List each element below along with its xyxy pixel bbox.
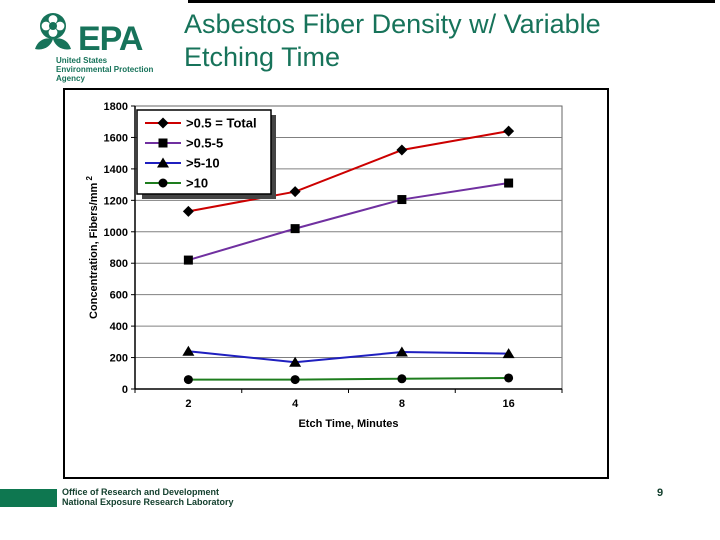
y-tick-label: 200 [110,353,128,365]
x-tick-label: 8 [399,398,405,410]
marker-diamond [396,144,408,156]
y-tick-label: 400 [110,321,128,333]
marker-triangle [289,356,302,367]
marker-diamond [157,117,169,129]
top-rule [188,0,715,3]
marker-triangle [395,346,408,357]
series-line [188,350,509,364]
tagline-line: Agency [56,74,85,83]
x-tick-label: 2 [185,398,191,410]
y-tick-label: 1400 [104,164,128,176]
legend-label: >5-10 [186,156,220,171]
series-2 [182,345,515,367]
marker-diamond [503,125,515,137]
y-tick-label: 600 [110,290,128,302]
y-tick-label: 800 [110,258,128,270]
footer-green-bar [0,489,57,507]
slide-title-line2: Etching Time [184,42,341,72]
marker-circle [158,178,168,188]
epa-logo: EPA United States Environmental Protecti… [30,12,180,83]
marker-square [397,195,407,205]
slide-title-line1: Asbestos Fiber Density w/ Variable [184,9,601,39]
x-axis-title: Etch Time, Minutes [298,418,398,430]
y-tick-label: 1800 [104,101,128,113]
footer-line1: Office of Research and Development [62,487,220,497]
marker-diamond [182,205,194,217]
marker-diamond [289,186,301,198]
line-chart: 0 200 400 600 800 1000 1200 1400 1600 1800 2 4 8 16 Et… [85,101,563,430]
legend-label: >10 [186,176,208,191]
series-0 [182,125,515,217]
marker-circle [290,375,300,385]
x-tick-label: 16 [503,398,515,410]
series-1 [183,178,514,265]
y-tick-label: 1600 [104,132,128,144]
marker-square [290,224,300,234]
y-tick-label: 1200 [104,195,128,207]
tagline-line: Environmental Protection [56,65,154,74]
marker-circle [183,375,193,385]
legend-label: >0.5-5 [186,136,223,151]
footer-text: Office of Research and Development Natio… [62,487,234,507]
epa-acronym: EPA [78,20,143,58]
marker-triangle [502,348,515,359]
x-tick-label: 4 [292,398,299,410]
marker-triangle [182,345,195,356]
marker-circle [397,374,407,384]
series-3 [183,373,514,385]
tagline-line: United States [56,56,108,65]
marker-square [158,138,168,148]
y-tick-label: 0 [122,384,128,396]
marker-circle [504,373,514,383]
y-axis-title: Concentration, Fibers/mm 2 [85,175,100,319]
slide-title: Asbestos Fiber Density w/ Variable Etchi… [184,8,714,74]
chart-frame: 0 200 400 600 800 1000 1200 1400 1600 1800 2 4 8 16 Et… [63,88,609,479]
marker-triangle [157,157,169,168]
series-line [188,130,509,213]
legend-label: >0.5 = Total [186,116,257,131]
page-number: 9 [656,487,664,499]
series-line [188,376,509,381]
y-tick-label: 1000 [104,227,128,239]
epa-tagline: United States Environmental Protection A… [56,56,180,83]
marker-square [183,255,193,265]
series-line [188,182,509,262]
marker-square [504,178,514,188]
epa-flower-icon [35,13,71,50]
footer-line2: National Exposure Research Laboratory [62,497,234,507]
legend: >0.5 = Total >0.5-5 >5-10 >10 [136,109,276,199]
